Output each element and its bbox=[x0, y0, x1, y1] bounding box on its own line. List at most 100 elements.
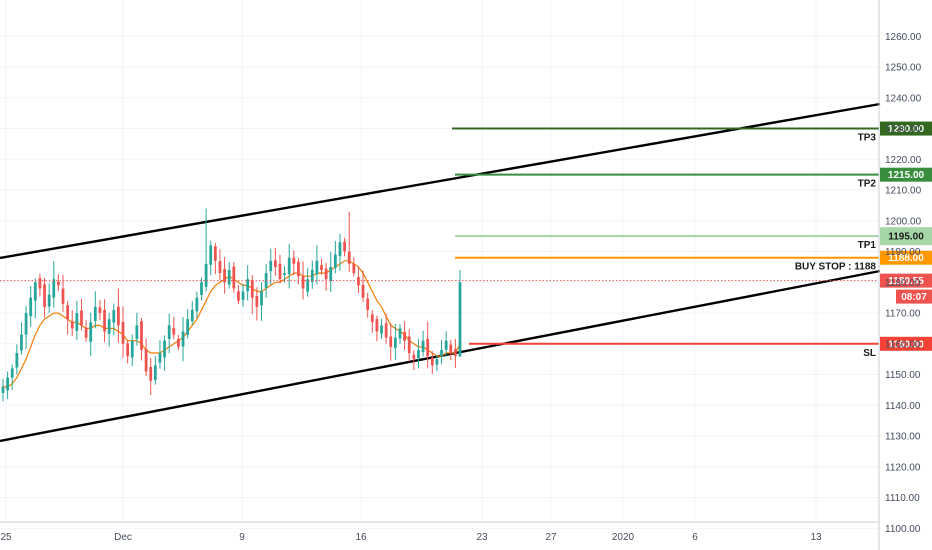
candle bbox=[103, 309, 106, 332]
candle bbox=[153, 365, 157, 380]
candle bbox=[389, 336, 393, 347]
candle bbox=[47, 294, 51, 307]
candle bbox=[287, 257, 291, 275]
x-tick-label: Dec bbox=[114, 532, 132, 543]
candle bbox=[237, 291, 240, 301]
candle bbox=[338, 242, 342, 257]
candle bbox=[195, 297, 199, 312]
candle bbox=[84, 327, 88, 338]
y-tick-label: 1110.00 bbox=[885, 493, 920, 504]
y-tick-label: 1150.00 bbox=[885, 370, 921, 381]
candle bbox=[449, 344, 453, 354]
x-tick-label: 25 bbox=[0, 532, 12, 543]
y-tick-label: 1190.00 bbox=[885, 247, 921, 258]
candle bbox=[112, 309, 116, 323]
candle bbox=[278, 263, 282, 280]
candle bbox=[121, 322, 125, 344]
level-price-badge bbox=[880, 167, 932, 182]
x-tick-label: 2020 bbox=[612, 532, 635, 543]
level-price-value: 1195.00 bbox=[888, 232, 924, 243]
candle bbox=[421, 340, 425, 353]
level-price-value: 1188.00 bbox=[888, 253, 924, 264]
candle bbox=[297, 261, 300, 277]
candle bbox=[38, 277, 42, 289]
level-tag: TP1 bbox=[858, 240, 877, 251]
candle bbox=[347, 251, 351, 264]
current-price-value: 1180.55 bbox=[888, 276, 924, 287]
level-price-value: 1160.00 bbox=[888, 339, 924, 350]
candle bbox=[190, 309, 194, 322]
candle bbox=[361, 284, 365, 298]
y-tick-label: 1240.00 bbox=[885, 93, 922, 104]
candle bbox=[232, 266, 236, 289]
candle bbox=[1, 386, 5, 393]
candle bbox=[444, 340, 448, 350]
candle bbox=[43, 284, 46, 307]
candle bbox=[107, 319, 111, 334]
candle bbox=[200, 282, 203, 295]
y-tick-label: 1210.00 bbox=[885, 186, 922, 197]
candle bbox=[250, 279, 254, 298]
candle bbox=[398, 328, 402, 339]
candle bbox=[130, 340, 134, 358]
x-tick-label: 6 bbox=[692, 532, 698, 543]
candle bbox=[292, 257, 296, 264]
y-tick-label: 1230.00 bbox=[885, 124, 922, 135]
candle bbox=[320, 265, 323, 270]
candle bbox=[172, 327, 176, 335]
candle bbox=[412, 354, 416, 360]
y-tick-label: 1260.00 bbox=[885, 32, 922, 43]
candle bbox=[458, 282, 462, 357]
candle bbox=[52, 279, 56, 298]
candle bbox=[375, 319, 379, 332]
candle bbox=[324, 268, 328, 280]
candle bbox=[163, 340, 166, 358]
candle bbox=[181, 331, 185, 347]
candle bbox=[24, 313, 28, 335]
candle bbox=[218, 261, 222, 274]
candle bbox=[283, 273, 286, 275]
x-tick-label: 13 bbox=[810, 532, 822, 543]
candle bbox=[177, 338, 180, 347]
candle bbox=[343, 241, 346, 252]
candle bbox=[366, 298, 370, 310]
y-tick-label: 1160.00 bbox=[885, 339, 921, 350]
candle bbox=[15, 353, 19, 368]
level-price-badge bbox=[880, 336, 932, 351]
candle bbox=[66, 305, 70, 320]
candle bbox=[167, 325, 171, 339]
candle bbox=[33, 282, 37, 301]
x-tick-label: 27 bbox=[545, 532, 557, 543]
countdown-badge bbox=[896, 289, 932, 304]
candle bbox=[70, 321, 74, 329]
y-tick-label: 1180.00 bbox=[885, 278, 921, 289]
candle bbox=[403, 331, 406, 341]
candle bbox=[57, 281, 60, 286]
level-price-badge bbox=[880, 250, 932, 265]
candle bbox=[186, 319, 190, 335]
candle bbox=[430, 357, 434, 366]
candle bbox=[260, 291, 263, 306]
y-tick-label: 1140.00 bbox=[885, 401, 921, 412]
candle bbox=[370, 314, 374, 323]
y-tick-label: 1170.00 bbox=[885, 309, 921, 320]
candle bbox=[453, 349, 457, 357]
level-price-badge bbox=[880, 227, 932, 246]
candle bbox=[75, 313, 79, 331]
candle bbox=[380, 325, 383, 334]
level-price-value: 1215.00 bbox=[888, 170, 925, 181]
candle bbox=[246, 279, 250, 292]
candle bbox=[61, 288, 65, 304]
candle bbox=[352, 263, 356, 274]
candle bbox=[384, 323, 388, 338]
x-tick-label: 9 bbox=[239, 532, 245, 543]
level-tag: TP3 bbox=[858, 133, 877, 144]
x-tick-label: 16 bbox=[355, 532, 367, 543]
candle bbox=[227, 270, 231, 285]
y-tick-label: 1250.00 bbox=[885, 63, 922, 74]
candle bbox=[255, 296, 259, 307]
trendline-channel-upper[interactable] bbox=[0, 102, 881, 260]
candle bbox=[93, 306, 97, 321]
